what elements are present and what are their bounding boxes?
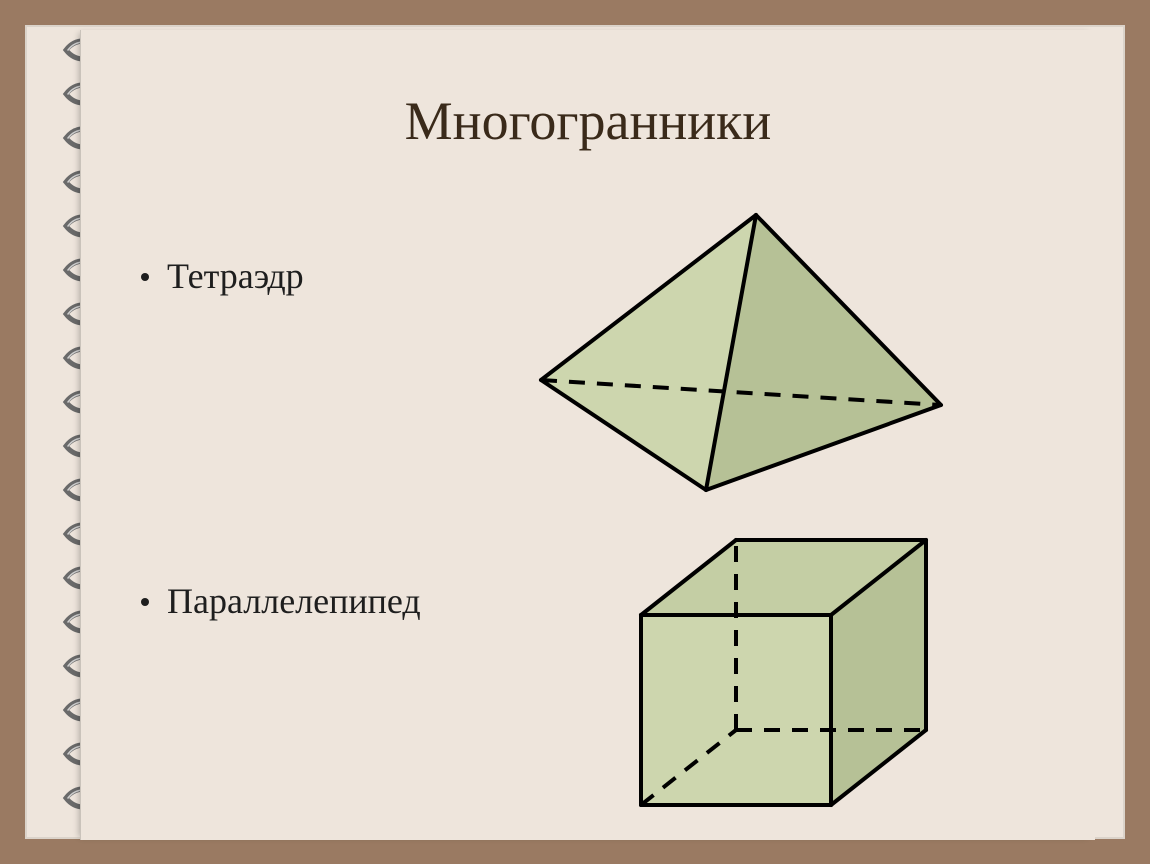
page-title: Многогранники <box>81 90 1095 152</box>
bullet-dot-icon <box>141 598 149 606</box>
slide-page: Многогранники Тетраэдр Параллелепипед <box>80 30 1095 840</box>
parallelepiped-diagram <box>621 525 951 845</box>
bullet-label: Параллелепипед <box>167 581 421 621</box>
bullet-parallelepiped: Параллелепипед <box>141 580 421 622</box>
bullet-tetrahedron: Тетраэдр <box>141 255 304 297</box>
bullet-label: Тетраэдр <box>167 256 304 296</box>
tetrahedron-diagram <box>511 200 961 500</box>
bullet-dot-icon <box>141 273 149 281</box>
